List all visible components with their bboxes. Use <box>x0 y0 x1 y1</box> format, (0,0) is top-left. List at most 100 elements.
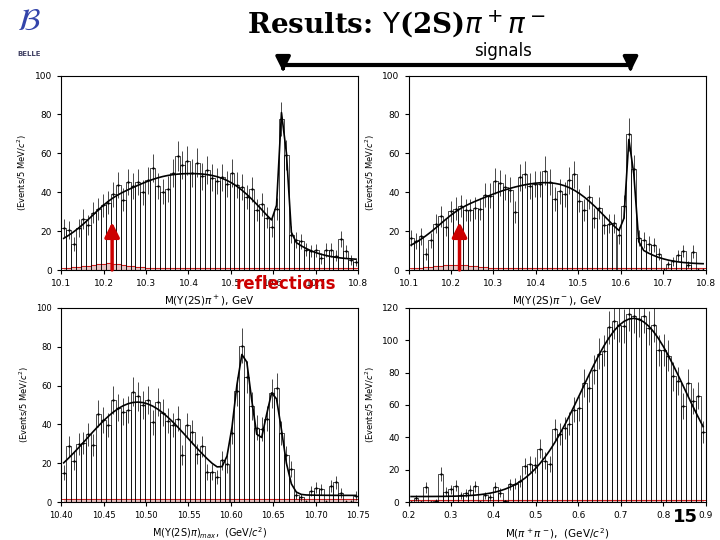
Bar <box>81 219 86 270</box>
Bar <box>289 235 294 270</box>
Bar <box>284 155 289 270</box>
Bar <box>413 241 418 270</box>
Bar <box>279 119 284 270</box>
Bar <box>111 400 116 502</box>
Bar <box>572 410 577 502</box>
Bar <box>161 413 165 502</box>
Bar <box>185 425 190 502</box>
Bar <box>190 173 195 270</box>
Bar <box>309 251 314 270</box>
Bar <box>220 460 225 502</box>
Bar <box>686 265 690 270</box>
Bar <box>592 369 597 502</box>
Bar <box>413 498 418 502</box>
Bar <box>145 180 150 270</box>
Bar <box>244 197 249 270</box>
Bar <box>562 428 567 502</box>
Bar <box>121 200 125 270</box>
Bar <box>299 241 304 270</box>
X-axis label: M(Y(2S)$\pi$)$_{max}$,  (GeV/$c^2$): M(Y(2S)$\pi$)$_{max}$, (GeV/$c^2$) <box>152 526 267 540</box>
Bar <box>513 483 518 502</box>
Bar <box>577 408 582 502</box>
Bar <box>681 251 685 270</box>
Bar <box>175 418 180 502</box>
Bar <box>156 186 161 270</box>
Bar <box>106 202 111 270</box>
Bar <box>453 208 458 270</box>
Bar <box>200 446 204 502</box>
Bar <box>513 212 518 270</box>
Bar <box>547 464 552 502</box>
Bar <box>220 177 225 270</box>
Bar <box>532 465 537 502</box>
Bar <box>671 261 676 270</box>
Bar <box>264 218 269 270</box>
Bar <box>71 244 76 270</box>
Bar <box>354 496 359 502</box>
Bar <box>254 428 259 502</box>
Bar <box>597 354 602 502</box>
Bar <box>606 327 611 502</box>
Bar <box>91 445 96 502</box>
Bar <box>602 225 607 270</box>
Bar <box>130 392 135 502</box>
Bar <box>537 184 542 270</box>
Bar <box>101 420 106 502</box>
Bar <box>175 156 180 270</box>
Bar <box>690 252 696 270</box>
Bar <box>150 168 156 270</box>
Bar <box>274 388 279 502</box>
Bar <box>328 485 333 502</box>
Bar <box>577 201 582 270</box>
Bar <box>656 253 661 270</box>
Bar <box>616 325 621 502</box>
Bar <box>314 251 318 270</box>
Bar <box>190 432 195 502</box>
Bar <box>483 495 488 502</box>
Bar <box>210 472 215 502</box>
Bar <box>542 461 547 502</box>
Bar <box>195 454 200 502</box>
Bar <box>433 224 438 270</box>
Bar <box>701 432 706 502</box>
Y-axis label: (Events/5 MeV/$c^2$): (Events/5 MeV/$c^2$) <box>17 367 31 443</box>
Bar <box>468 490 473 502</box>
Y-axis label: (Events/5 MeV/$c^2$): (Events/5 MeV/$c^2$) <box>364 134 377 211</box>
Bar <box>642 316 647 502</box>
Bar <box>587 388 592 502</box>
Bar <box>562 194 567 270</box>
Bar <box>125 410 130 502</box>
Bar <box>140 405 145 502</box>
Bar <box>676 255 681 270</box>
Bar <box>685 383 690 502</box>
Bar <box>523 174 528 270</box>
Bar <box>61 228 66 270</box>
Bar <box>304 249 309 270</box>
Bar <box>180 165 185 270</box>
Bar <box>626 134 631 270</box>
Bar <box>239 187 244 270</box>
Bar <box>567 424 572 502</box>
Bar <box>259 429 264 502</box>
Bar <box>444 491 448 502</box>
Bar <box>86 225 91 270</box>
Bar <box>343 251 348 270</box>
Bar <box>66 446 71 502</box>
Bar <box>503 187 508 270</box>
Bar <box>572 174 577 270</box>
Bar <box>225 184 230 270</box>
Bar <box>244 377 249 502</box>
Bar <box>642 240 647 270</box>
Bar <box>557 191 562 270</box>
Bar <box>86 435 91 502</box>
Bar <box>647 244 651 270</box>
Bar <box>651 245 656 270</box>
Bar <box>121 411 125 502</box>
Bar <box>354 262 359 270</box>
Bar <box>626 314 631 502</box>
Bar <box>225 464 230 502</box>
Bar <box>96 209 101 270</box>
Bar <box>235 185 239 270</box>
Bar <box>463 210 468 270</box>
Bar <box>96 414 101 502</box>
